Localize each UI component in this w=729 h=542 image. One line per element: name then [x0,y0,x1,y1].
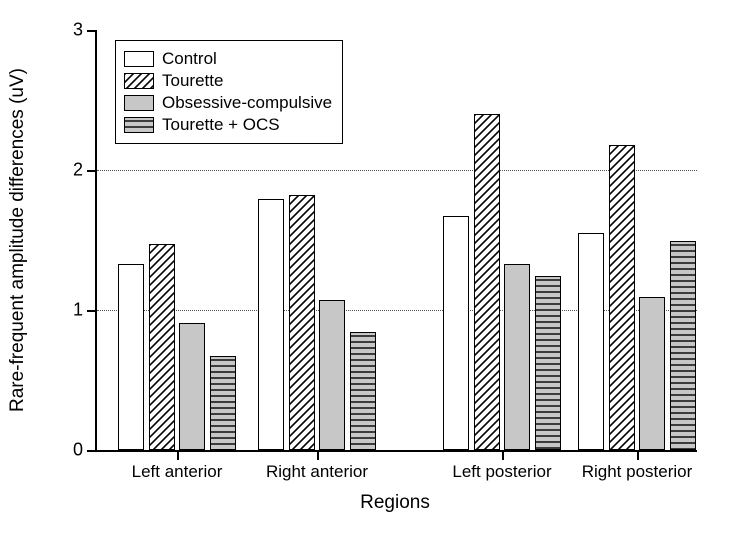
legend-item: Tourette + OCS [124,115,332,135]
legend-label: Obsessive-compulsive [162,93,332,113]
y-tick-label: 3 [73,20,97,41]
gridline [97,310,697,311]
x-tick-label: Left posterior [452,450,551,482]
x-axis-title: Regions [360,492,430,514]
bar [289,195,315,450]
y-axis-title: Rare-frequent amplitude differences (uV) [7,68,29,412]
legend-label: Tourette [162,71,223,91]
bar [639,297,665,450]
legend-item: Obsessive-compulsive [124,93,332,113]
bar [443,216,469,450]
plot-area: 0123Left anteriorRight anteriorLeft post… [95,30,697,452]
legend-label: Control [162,49,217,69]
bar [350,332,376,450]
y-tick-label: 0 [73,440,97,461]
chart-container: Rare-frequent amplitude differences (uV)… [0,0,729,542]
legend-swatch [124,73,154,89]
x-tick-label: Left anterior [132,450,223,482]
legend-item: Control [124,49,332,69]
legend: ControlTouretteObsessive-compulsiveToure… [115,40,343,144]
bar [210,356,236,450]
bar [609,145,635,450]
bar [535,276,561,450]
x-tick-label: Right posterior [582,450,693,482]
bar [179,323,205,450]
bar [319,300,345,450]
legend-item: Tourette [124,71,332,91]
y-tick-label: 2 [73,160,97,181]
bar [578,233,604,450]
gridline [97,170,697,171]
y-tick-label: 1 [73,300,97,321]
bar [118,264,144,450]
bar [474,114,500,450]
bar [670,241,696,450]
bar [258,199,284,450]
bar [149,244,175,450]
x-tick-label: Right anterior [266,450,368,482]
legend-swatch [124,95,154,111]
bar [504,264,530,450]
legend-swatch [124,117,154,133]
legend-label: Tourette + OCS [162,115,280,135]
legend-swatch [124,51,154,67]
